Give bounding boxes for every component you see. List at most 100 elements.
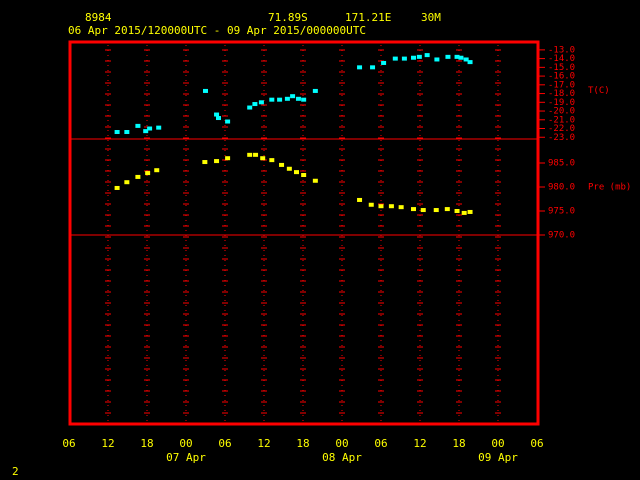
data-point <box>252 102 258 107</box>
data-point <box>301 173 307 177</box>
data-point <box>124 130 130 135</box>
x-tick-label: 06 <box>218 437 231 450</box>
data-point <box>401 56 407 61</box>
y-tick-label: 970.0 <box>548 231 575 241</box>
data-point <box>258 100 264 105</box>
x-tick-label: 18 <box>296 437 309 450</box>
station-id: 8984 <box>85 11 112 24</box>
data-point <box>145 171 151 176</box>
data-point <box>214 159 220 164</box>
y-tick-label: -16.0 <box>548 72 575 82</box>
y-tick-label: -18.0 <box>548 89 575 99</box>
data-point <box>214 112 220 117</box>
data-point <box>467 209 473 214</box>
date-label: 08 Apr <box>322 451 362 464</box>
y-tick-label: -17.0 <box>548 80 575 90</box>
y-tick-label: -23.0 <box>548 133 575 143</box>
data-point <box>156 125 162 130</box>
page-number: 2 <box>12 465 19 478</box>
data-point <box>247 152 253 157</box>
data-point <box>301 97 307 102</box>
y-tick-label: 980.0 <box>548 183 575 193</box>
data-point <box>202 160 208 165</box>
x-tick-label: 12 <box>413 437 426 450</box>
data-point <box>444 207 450 212</box>
data-point <box>147 126 153 131</box>
y-axis-label: T(C) <box>588 86 610 96</box>
y-tick-label: -19.0 <box>548 98 575 108</box>
latitude: 71.89S <box>268 11 308 24</box>
data-point <box>114 185 120 190</box>
data-point <box>295 96 301 101</box>
data-point <box>279 162 285 167</box>
data-point <box>154 168 160 173</box>
date-label: 09 Apr <box>478 451 518 464</box>
x-tick-label: 06 <box>374 437 387 450</box>
data-point <box>392 56 398 61</box>
data-point <box>269 97 275 102</box>
data-point <box>463 57 469 62</box>
data-point <box>454 209 460 213</box>
x-tick-label: 06 <box>62 437 75 450</box>
x-tick-label: 12 <box>257 437 270 450</box>
data-point <box>284 96 290 101</box>
data-point <box>388 204 394 209</box>
data-point <box>398 205 404 210</box>
data-point <box>225 156 231 161</box>
y-axis-label: Pre (mb) <box>588 183 631 193</box>
date-label: 07 Apr <box>166 451 206 464</box>
data-point <box>277 97 283 102</box>
data-point <box>253 152 259 157</box>
data-point <box>286 166 292 171</box>
data-point <box>135 123 141 128</box>
y-tick-label: -22.0 <box>548 124 575 134</box>
interval: 30M <box>421 11 441 24</box>
time-range: 06 Apr 2015/120000UTC - 09 Apr 2015/0000… <box>68 24 366 37</box>
data-point <box>135 174 141 179</box>
data-point <box>424 53 430 58</box>
y-tick-label: -15.0 <box>548 63 575 73</box>
data-point <box>411 55 416 60</box>
data-point <box>454 54 460 59</box>
data-point <box>216 116 221 121</box>
data-point <box>458 55 464 60</box>
x-tick-label: 00 <box>335 437 348 450</box>
data-point <box>467 60 473 65</box>
y-tick-label: 975.0 <box>548 207 575 217</box>
data-point <box>312 88 318 93</box>
y-tick-label: -13.0 <box>548 45 575 55</box>
data-point <box>357 65 363 70</box>
data-point <box>225 119 231 124</box>
data-point <box>433 208 439 213</box>
data-point <box>445 54 451 59</box>
data-point <box>357 197 363 202</box>
x-tick-label: 12 <box>101 437 114 450</box>
data-point <box>124 180 130 185</box>
x-tick-label: 06 <box>530 437 543 450</box>
data-point <box>411 207 416 212</box>
data-point <box>269 158 275 163</box>
data-point <box>312 178 318 183</box>
data-point <box>378 204 384 209</box>
data-point <box>260 156 266 161</box>
y-tick-label: -14.0 <box>548 54 575 64</box>
longitude: 171.21E <box>345 11 391 24</box>
y-tick-label: -20.0 <box>548 107 575 117</box>
data-point <box>434 57 440 62</box>
plot-frame <box>68 40 540 426</box>
data-point <box>290 94 296 99</box>
data-point <box>114 130 120 135</box>
x-tick-label: 00 <box>179 437 192 450</box>
x-tick-label: 18 <box>452 437 465 450</box>
data-point <box>461 210 467 215</box>
y-tick-label: -21.0 <box>548 115 575 125</box>
x-tick-label: 00 <box>491 437 504 450</box>
data-point <box>368 202 374 207</box>
y-tick-label: 985.0 <box>548 159 575 169</box>
data-point <box>370 65 376 70</box>
data-point <box>416 54 422 59</box>
data-point <box>420 208 426 213</box>
x-tick-label: 18 <box>140 437 153 450</box>
data-point <box>143 129 149 134</box>
